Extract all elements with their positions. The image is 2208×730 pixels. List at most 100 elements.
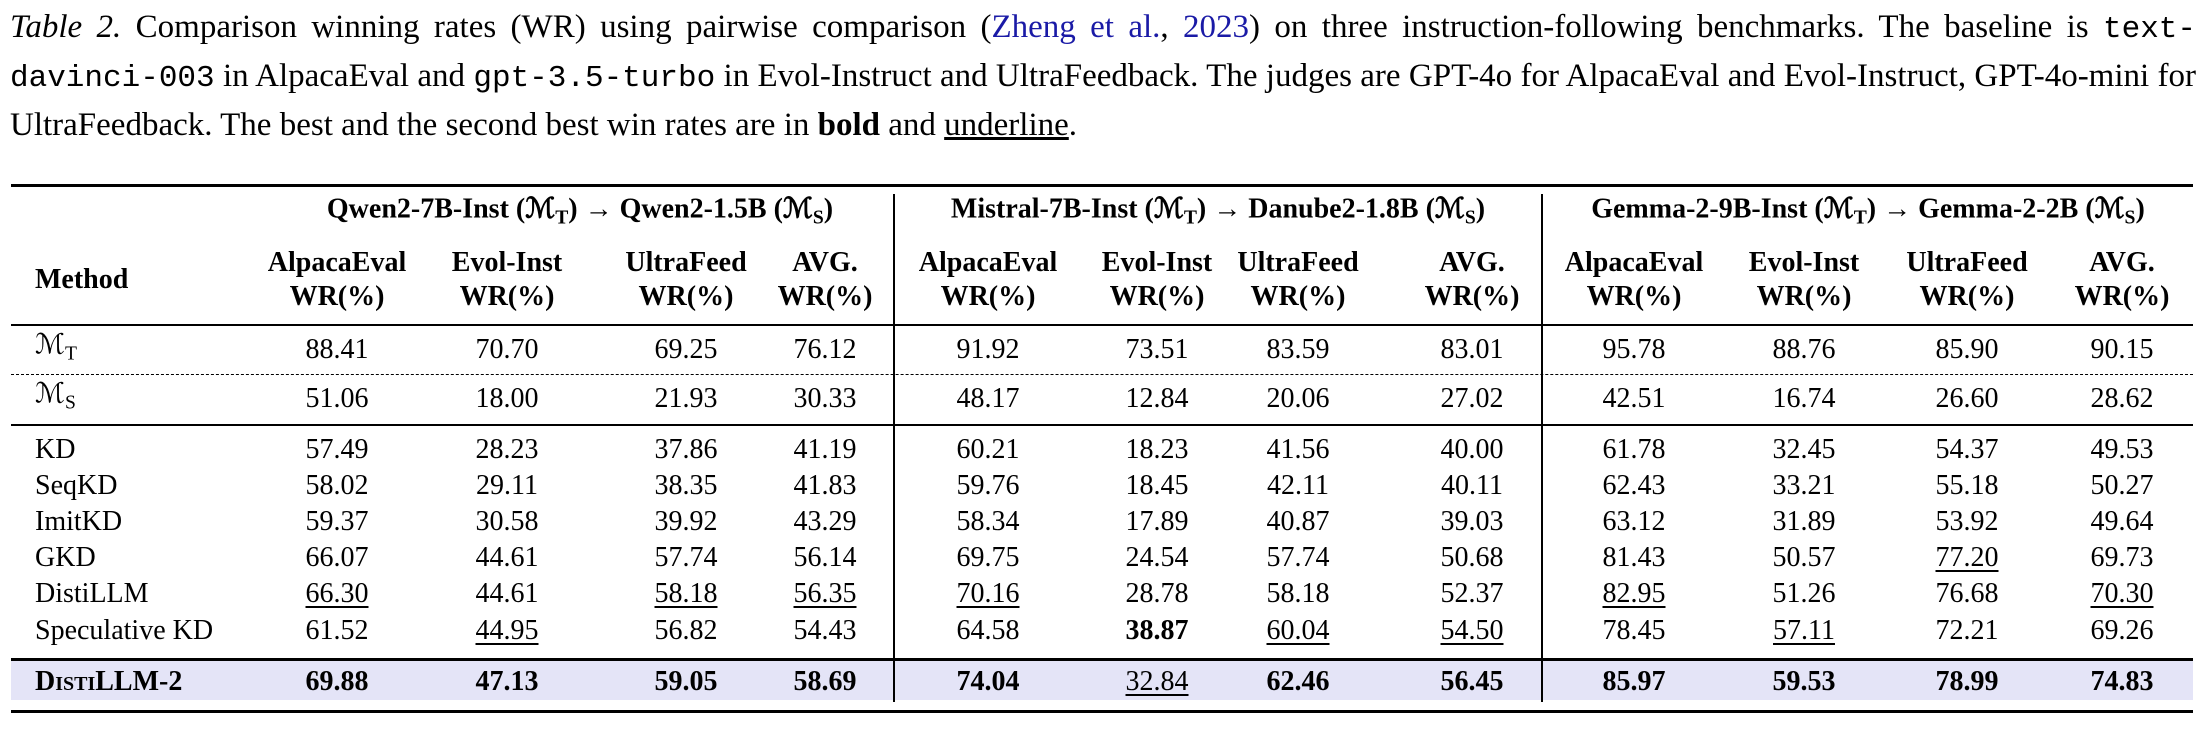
value-cell: 20.06 [1266,383,1330,414]
text-segment: S [1464,207,1476,229]
method-name: Speculative KD [35,616,213,646]
value-cell: 51.06 [305,383,369,414]
value-cell: 73.51 [1125,334,1189,365]
method-name: ℳT [35,329,77,370]
text-segment: ℳ [35,329,65,361]
method-name: GKD [35,543,96,573]
value-cell: 66.30 [305,578,369,609]
value-cell: 44.61 [475,542,539,573]
column-header: AlpacaEval WR(%) [919,246,1057,314]
column-name: AlpacaEval [1564,247,1704,278]
text-segment: ) → Gemma-2-2B ( [1866,193,2095,225]
value-cell: 18.00 [475,383,539,414]
value-cell: 32.84 [1125,666,1189,697]
column-unit: WR(%) [1109,281,1205,312]
value-cell: 41.19 [793,434,857,465]
text-segment: ℳ [782,193,813,225]
value-cell: 56.45 [1440,666,1504,697]
text-segment: Speculative KD [35,615,214,646]
caption-text[interactable]: 2023 [1183,9,1250,45]
value-cell: 56.82 [654,615,718,646]
group-separator [893,194,895,702]
caption-text: in Evol-Instruct and UltraFeedback. The … [10,58,2196,143]
text-segment: Gemma-2-9B-Inst ( [1591,193,1824,225]
value-cell: 72.21 [1935,615,1999,646]
value-cell: 57.11 [1773,615,1835,646]
text-segment: ) [2135,193,2145,225]
text-segment: ℳ [35,378,65,410]
value-cell: 54.37 [1935,434,1999,465]
value-cell: 41.56 [1266,434,1330,465]
value-cell: 40.87 [1266,506,1330,537]
column-unit: WR(%) [1756,281,1852,312]
value-cell: 66.07 [305,542,369,573]
column-name: UltraFeed [1237,247,1359,278]
value-cell: 88.41 [305,334,369,365]
value-cell: 74.83 [2090,666,2154,697]
text-segment: ) [1475,193,1486,225]
value-cell: 58.18 [654,578,718,609]
text-segment: Mistral-7B-Inst ( [950,193,1154,225]
value-cell: 70.30 [2090,578,2154,609]
value-cell: 69.25 [654,334,718,365]
top-rule [11,184,2193,187]
column-name: AVG. [1439,247,1505,278]
value-cell: 28.23 [475,434,539,465]
caption-text[interactable]: Zheng et al. [991,9,1161,45]
value-cell: 48.17 [956,383,1020,414]
caption-text: underline [944,107,1069,143]
value-cell: 69.88 [305,666,369,697]
value-cell: 76.68 [1935,578,1999,609]
value-cell: 56.14 [793,542,857,573]
value-cell: 54.43 [793,615,857,646]
text-segment: S [64,392,76,414]
value-cell: 82.95 [1602,578,1666,609]
caption-text: . [1068,107,1078,143]
text-segment: ℳ [1823,193,1854,225]
column-name: AlpacaEval [267,247,407,278]
value-cell: 26.60 [1935,383,1999,414]
value-cell: 59.05 [654,666,718,697]
value-cell: 63.12 [1602,506,1666,537]
value-cell: 24.54 [1125,542,1189,573]
value-cell: 50.57 [1772,542,1836,573]
value-cell: 30.58 [475,506,539,537]
caption-text: gpt-3.5-turbo [473,61,716,96]
group-header: Gemma-2-9B-Inst (ℳT) → Gemma-2-2B (ℳS) [1591,193,2145,234]
column-header: Evol-Inst WR(%) [1749,246,1859,314]
dashed-rule [11,374,2193,375]
value-cell: 40.00 [1440,434,1504,465]
value-cell: 47.13 [475,666,539,697]
value-cell: 31.89 [1772,506,1836,537]
column-header: Evol-Inst WR(%) [452,246,562,314]
value-cell: 59.37 [305,506,369,537]
value-cell: 33.21 [1772,470,1836,501]
value-cell: 12.84 [1125,383,1189,414]
value-cell: 41.83 [793,470,857,501]
value-cell: 57.49 [305,434,369,465]
text-segment: DistiLLM [35,578,149,609]
value-cell: 60.21 [956,434,1020,465]
text-segment: GKD [35,542,96,573]
value-cell: 69.73 [2090,542,2154,573]
column-name: AVG. [2089,247,2155,278]
column-unit: WR(%) [777,281,873,312]
value-cell: 76.12 [793,334,857,365]
value-cell: 28.62 [2090,383,2154,414]
value-cell: 43.29 [793,506,857,537]
value-cell: 61.78 [1602,434,1666,465]
value-cell: 29.11 [476,470,538,501]
value-cell: 69.75 [956,542,1020,573]
value-cell: 44.61 [475,578,539,609]
column-header: UltraFeed WR(%) [1906,246,2027,314]
value-cell: 91.92 [956,334,1020,365]
column-unit: WR(%) [459,281,555,312]
value-cell: 90.15 [2090,334,2154,365]
value-cell: 30.33 [793,383,857,414]
column-header: AVG. WR(%) [1425,246,1520,314]
group-header: Mistral-7B-Inst (ℳT) → Danube2-1.8B (ℳS) [950,193,1486,234]
method-name: KD [35,435,75,465]
caption-text: Comparison winning rates (WR) using pair… [121,9,992,45]
value-cell: 49.53 [2090,434,2154,465]
value-cell: 38.35 [654,470,718,501]
